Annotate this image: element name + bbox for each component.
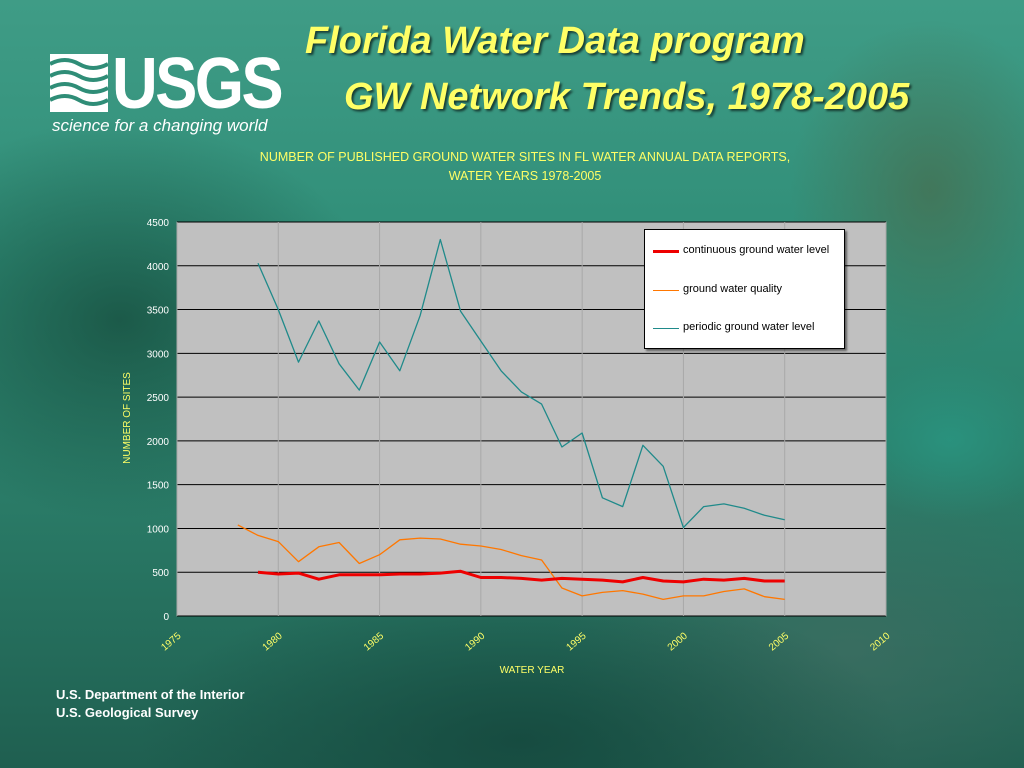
y-tick-label: 4500 [147, 218, 170, 229]
usgs-waves-icon [50, 54, 108, 112]
series-lines [237, 238, 785, 601]
y-tick-label: 0 [163, 612, 169, 623]
chart-legend: continuous ground water level ground wat… [644, 229, 845, 349]
legend-label-periodic: periodic ground water level [683, 321, 815, 333]
y-tick-label: 500 [152, 568, 169, 579]
y-tick-labels: 0 500 1000 1500 2000 2500 3000 3500 4000 4500 [147, 218, 170, 623]
legend-label-quality: ground water quality [683, 283, 783, 295]
legend-label-continuous: continuous ground water level [683, 244, 830, 256]
footer-agency: U.S. Geological Survey [56, 705, 199, 720]
x-tick-label: 1980 [261, 630, 285, 653]
legend-swatch-continuous [653, 250, 679, 253]
slide-title-line1: Florida Water Data program [305, 20, 805, 62]
x-tick-label: 1990 [463, 630, 487, 653]
y-tick-label: 2000 [147, 437, 170, 448]
y-tick-label: 3000 [147, 349, 170, 360]
x-tick-labels: 1975 1980 1985 1990 1995 2000 2005 2010 [159, 630, 892, 653]
usgs-logo: USGS science for a changing world [50, 44, 284, 140]
series-line-2 [257, 238, 785, 529]
chart-title-line2: WATER YEARS 1978-2005 [448, 169, 602, 183]
y-tick-label: 1500 [147, 481, 170, 492]
x-axis-label: WATER YEAR [500, 665, 565, 676]
x-tick-label: 2000 [666, 630, 690, 653]
legend-swatch-periodic [653, 328, 679, 329]
usgs-wordmark: USGS [112, 44, 284, 124]
y-tick-label: 1000 [147, 524, 170, 535]
x-tick-label: 1985 [362, 630, 386, 653]
y-tick-label: 3500 [147, 306, 170, 317]
series-line-1 [237, 524, 785, 601]
x-tick-label: 1975 [159, 630, 183, 653]
x-tick-label: 1995 [564, 630, 588, 653]
x-tick-label: 2005 [767, 630, 791, 653]
y-tick-label: 4000 [147, 262, 170, 273]
x-tick-label: 2010 [868, 630, 892, 653]
y-tick-label: 2500 [147, 393, 170, 404]
y-axis-label: NUMBER OF SITES [122, 372, 133, 464]
gridlines [176, 221, 887, 617]
slide-title-line2: GW Network Trends, 1978-2005 [344, 76, 910, 118]
chart-title-line1: NUMBER OF PUBLISHED GROUND WATER SITES I… [259, 150, 791, 164]
footer-department: U.S. Department of the Interior [56, 687, 245, 702]
series-line-0 [257, 569, 785, 584]
legend-swatch-quality [653, 290, 679, 291]
usgs-tagline: science for a changing world [52, 116, 268, 135]
